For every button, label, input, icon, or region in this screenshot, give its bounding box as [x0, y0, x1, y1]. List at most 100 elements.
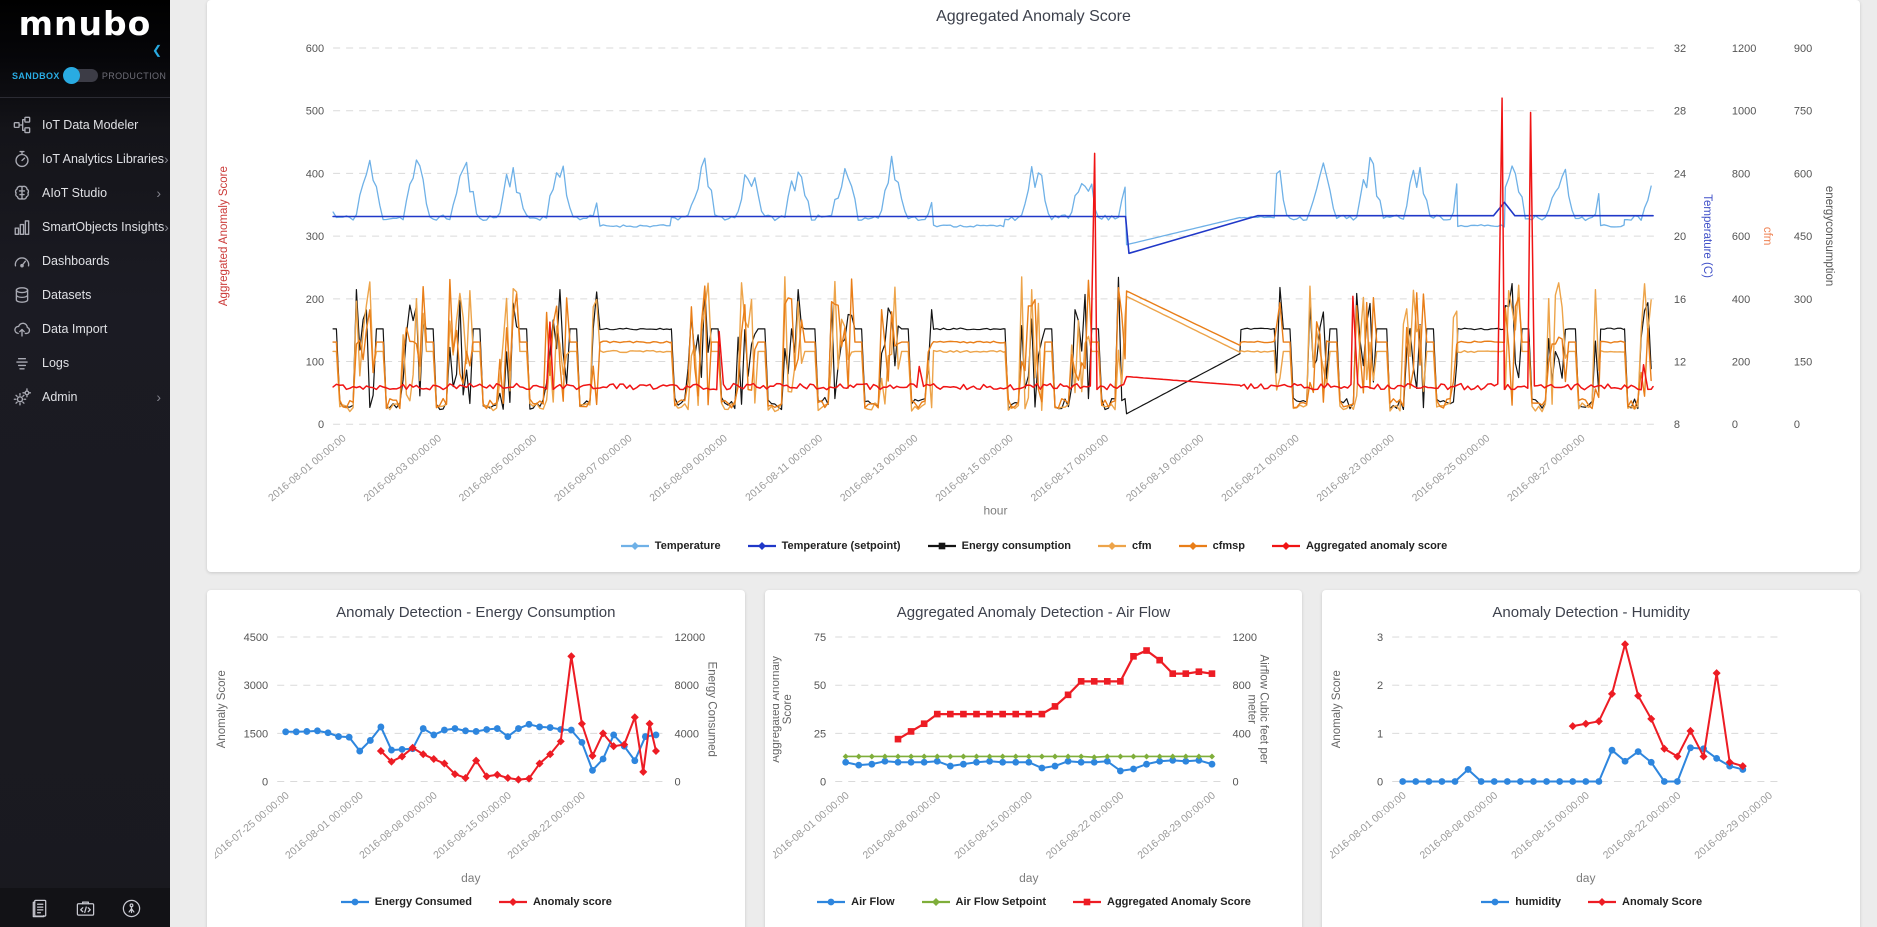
legend-item-anomaly-score[interactable]: Anomaly score — [498, 896, 612, 908]
legend-item-temperature[interactable]: Temperature — [620, 540, 721, 552]
svg-text:Aggregated Anomaly Score: Aggregated Anomaly Score — [218, 166, 230, 306]
svg-text:20: 20 — [1674, 231, 1686, 243]
toggle-knob[interactable] — [62, 67, 80, 84]
environment-toggle-switch[interactable] — [62, 67, 98, 84]
sidebar-item-data-import[interactable]: Data Import — [0, 312, 170, 346]
svg-text:2016-08-15 00:00:00: 2016-08-15 00:00:00 — [431, 790, 514, 862]
svg-text:0: 0 — [262, 777, 268, 789]
svg-text:24: 24 — [1674, 168, 1686, 180]
chevron-right-icon: › — [164, 219, 169, 235]
svg-text:150: 150 — [1794, 357, 1812, 369]
sidebar-item-label: Admin — [42, 390, 78, 404]
energy-consumption-chart-card: Anomaly Detection - Energy Consumption 0… — [207, 590, 745, 927]
sidebar-item-dashboards[interactable]: Dashboards — [0, 244, 170, 278]
svg-text:600: 600 — [1794, 168, 1812, 180]
legend-item-air-flow-setpoint[interactable]: Air Flow Setpoint — [921, 896, 1046, 908]
svg-text:900: 900 — [1794, 43, 1812, 55]
air-flow-setpoint-legend-marker-icon — [921, 897, 950, 906]
svg-text:1: 1 — [1377, 728, 1383, 740]
svg-text:8: 8 — [1674, 419, 1680, 431]
sidebar-item-aiot-studio[interactable]: AIoT Studio › — [0, 176, 170, 210]
legend-item-anomaly-score[interactable]: Anomaly Score — [1587, 896, 1702, 908]
about-icon[interactable] — [121, 898, 142, 919]
svg-text:2016-08-07 00:00:00: 2016-08-07 00:00:00 — [552, 432, 635, 504]
legend-item-energy-consumption[interactable]: Energy consumption — [927, 540, 1071, 552]
svg-text:1000: 1000 — [1732, 106, 1756, 118]
main-chart-title: Aggregated Anomaly Score — [936, 8, 1131, 25]
main-chart-legend: Temperature Temperature (setpoint) Energy … — [215, 540, 1852, 552]
legend-item-aggregated-anomaly-score[interactable]: Aggregated anomaly score — [1271, 540, 1447, 552]
legend-item-cfmsp[interactable]: cfmsp — [1178, 540, 1245, 552]
air-flow-chart-card: Aggregated Anomaly Detection - Air Flow … — [764, 590, 1303, 927]
sidebar-item-logs[interactable]: Logs — [0, 346, 170, 380]
air-flow-chart-legend: Air Flow Air Flow Setpoint Aggregated Anom… — [773, 896, 1295, 908]
legend-item-air-flow[interactable]: Air Flow — [816, 895, 895, 908]
energy-consumption-legend-marker-icon — [927, 542, 956, 550]
legend-label: Air Flow Setpoint — [955, 895, 1046, 908]
svg-text:0: 0 — [318, 419, 324, 431]
svg-text:8000: 8000 — [674, 680, 699, 692]
air-flow-chart: 0 25 50 75 Aggregated AnomalyScore 0 400 800 120… — [773, 632, 1270, 885]
svg-text:2016-08-09 00:00:00: 2016-08-09 00:00:00 — [647, 432, 730, 504]
temperature-setpoint-legend-marker-icon — [747, 542, 776, 551]
svg-text:2016-08-13 00:00:00: 2016-08-13 00:00:00 — [838, 432, 921, 504]
small-charts-row: Anomaly Detection - Energy Consumption 0… — [207, 590, 1861, 927]
sandbox-label[interactable]: SANDBOX — [12, 70, 60, 81]
svg-text:12000: 12000 — [674, 632, 705, 644]
svg-text:200: 200 — [1732, 357, 1750, 369]
legend-label: Anomaly score — [532, 895, 612, 908]
production-label[interactable]: PRODUCTION — [101, 70, 167, 81]
legend-item-cfm[interactable]: cfm — [1097, 540, 1152, 552]
svg-text:0: 0 — [674, 777, 680, 789]
sidebar-item-label: AIoT Studio — [42, 186, 108, 200]
legend-item-aggregated-anomaly-score[interactable]: Aggregated Anomaly Score — [1072, 896, 1251, 908]
sidebar-item-iot-data-modeler[interactable]: IoT Data Modeler — [0, 108, 170, 142]
sidebar-item-label: Logs — [42, 356, 70, 370]
air-flow-chart-title: Aggregated Anomaly Detection - Air Flow — [896, 604, 1171, 621]
humidity-legend-marker-icon — [1481, 898, 1510, 906]
svg-text:2016-07-25 00:00:00: 2016-07-25 00:00:00 — [215, 790, 292, 862]
svg-text:400: 400 — [1232, 728, 1250, 740]
svg-text:2016-08-01 00:00:00: 2016-08-01 00:00:00 — [773, 790, 852, 862]
sidebar-item-datasets[interactable]: Datasets — [0, 278, 170, 312]
sidebar-item-admin[interactable]: Admin › — [0, 380, 170, 414]
legend-item-temperature-setpoint[interactable]: Temperature (setpoint) — [747, 540, 901, 552]
energy-consumption-chart: 0 1500 3000 4500 Anomaly Score 0 4000 8000 12000… — [215, 632, 718, 885]
svg-text:2016-08-22 00:00:00: 2016-08-22 00:00:00 — [1601, 790, 1684, 862]
svg-text:0: 0 — [1794, 419, 1800, 431]
sidebar-collapse-icon[interactable]: ❮ — [151, 43, 162, 57]
api-code-icon[interactable] — [75, 898, 96, 919]
svg-text:28: 28 — [1674, 106, 1686, 118]
svg-text:0: 0 — [1732, 419, 1738, 431]
legend-label: Air Flow — [851, 895, 895, 908]
data-import-icon — [14, 322, 31, 337]
anomaly-score-legend-marker-icon — [1588, 897, 1617, 906]
svg-text:3000: 3000 — [244, 680, 269, 692]
legend-label: cfm — [1132, 540, 1152, 553]
anomaly-score-legend-marker-icon — [498, 897, 527, 906]
chevron-right-icon: › — [156, 389, 161, 405]
legend-label: Aggregated Anomaly Score — [1107, 895, 1251, 908]
chevron-right-icon: › — [164, 151, 169, 167]
svg-text:Temperature (C): Temperature (C) — [1701, 194, 1713, 278]
svg-text:16: 16 — [1674, 294, 1686, 306]
svg-text:4000: 4000 — [674, 728, 699, 740]
svg-text:day: day — [1576, 871, 1595, 885]
legend-label: Temperature (setpoint) — [781, 540, 901, 553]
air-flow-legend-marker-icon — [817, 898, 846, 906]
temperature-legend-marker-icon — [620, 542, 649, 551]
svg-text:2016-08-25 00:00:00: 2016-08-25 00:00:00 — [1410, 432, 1493, 504]
svg-text:2016-08-08 00:00:00: 2016-08-08 00:00:00 — [1418, 790, 1501, 862]
svg-text:Energy Consumed: Energy Consumed — [706, 662, 718, 757]
sidebar-item-iot-analytics-libraries[interactable]: IoT Analytics Libraries › — [0, 142, 170, 176]
legend-item-energy-consumed[interactable]: Energy Consumed — [340, 896, 472, 908]
sidebar-item-smartobjects-insights[interactable]: SmartObjects Insights › — [0, 210, 170, 244]
svg-text:2016-08-01 00:00:00: 2016-08-01 00:00:00 — [1330, 790, 1409, 862]
legend-item-humidity[interactable]: humidity — [1480, 896, 1561, 908]
svg-text:2016-08-01 00:00:00: 2016-08-01 00:00:00 — [266, 432, 349, 504]
svg-text:2016-08-22 00:00:00: 2016-08-22 00:00:00 — [505, 790, 588, 862]
svg-text:2016-08-27 00:00:00: 2016-08-27 00:00:00 — [1505, 432, 1588, 504]
release-notes-icon[interactable] — [29, 898, 50, 919]
svg-text:200: 200 — [306, 294, 324, 306]
